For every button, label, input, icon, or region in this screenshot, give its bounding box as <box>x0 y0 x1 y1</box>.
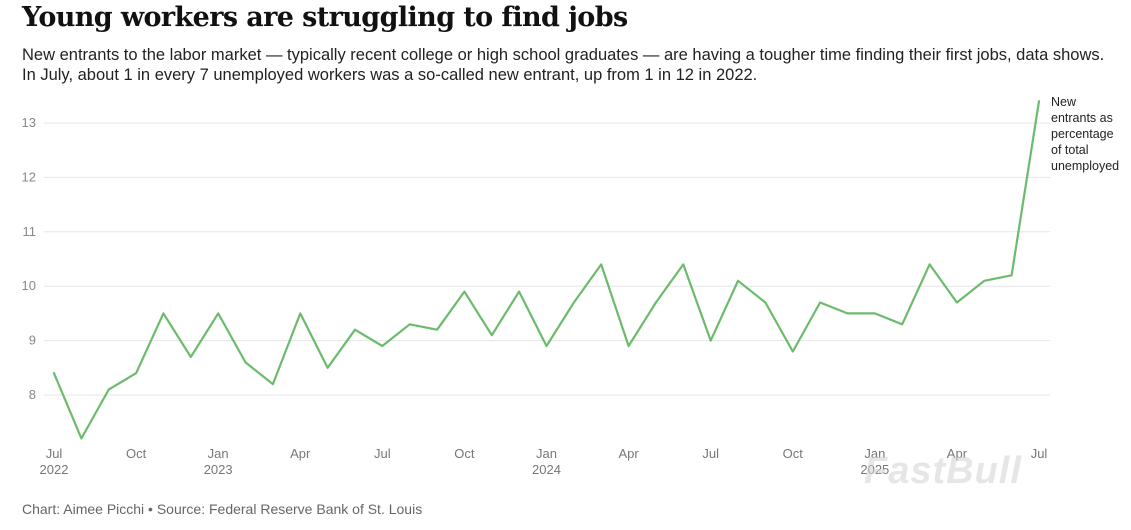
x-tick-label: Oct <box>783 446 804 461</box>
x-tick-year: 2022 <box>40 462 69 477</box>
y-tick-label: 10 <box>22 278 36 293</box>
y-axis: 8 9 10 11 12 13 <box>22 115 36 402</box>
chart-subtitle: New entrants to the labor market — typic… <box>22 46 1105 84</box>
x-tick-label: Oct <box>126 446 147 461</box>
y-tick-label: 9 <box>29 333 36 348</box>
y-tick-label: 13 <box>22 115 36 130</box>
series-label: New entrants as percentage of total unemploy… <box>1051 95 1119 173</box>
x-tick-label: Apr <box>290 446 311 461</box>
series-line <box>52 100 1041 440</box>
series-layer <box>52 100 1041 440</box>
y-tick-label: 12 <box>22 169 36 184</box>
series-label-line: percentage <box>1051 127 1114 141</box>
series-label-line: unemployed <box>1051 159 1119 173</box>
series-label-line: of total <box>1051 143 1089 157</box>
series-label-line: New <box>1051 95 1077 109</box>
x-tick-label: Jul <box>46 446 63 461</box>
x-tick-label: Jul <box>374 446 391 461</box>
series-label-line: entrants as <box>1051 111 1113 125</box>
x-tick-label: Jul <box>702 446 719 461</box>
x-tick-label: Jan <box>536 446 557 461</box>
watermark-logo: FastBull <box>864 450 1022 492</box>
x-tick-label: Jan <box>864 446 885 461</box>
x-tick-label: Oct <box>454 446 475 461</box>
chart-title: Young workers are struggling to find job… <box>22 2 628 33</box>
y-tick-label: 11 <box>23 224 37 239</box>
x-tick-label: Apr <box>947 446 968 461</box>
x-tick-year: 2025 <box>860 462 889 477</box>
gridlines <box>44 122 1050 396</box>
x-tick-label: Jan <box>208 446 229 461</box>
x-tick-label: Jul <box>1031 446 1048 461</box>
x-tick-year: 2024 <box>532 462 561 477</box>
x-tick-year: 2023 <box>204 462 233 477</box>
y-tick-label: 8 <box>29 387 36 402</box>
x-tick-label: Apr <box>618 446 639 461</box>
chart-credit: Chart: Aimee Picchi • Source: Federal Re… <box>22 501 423 517</box>
